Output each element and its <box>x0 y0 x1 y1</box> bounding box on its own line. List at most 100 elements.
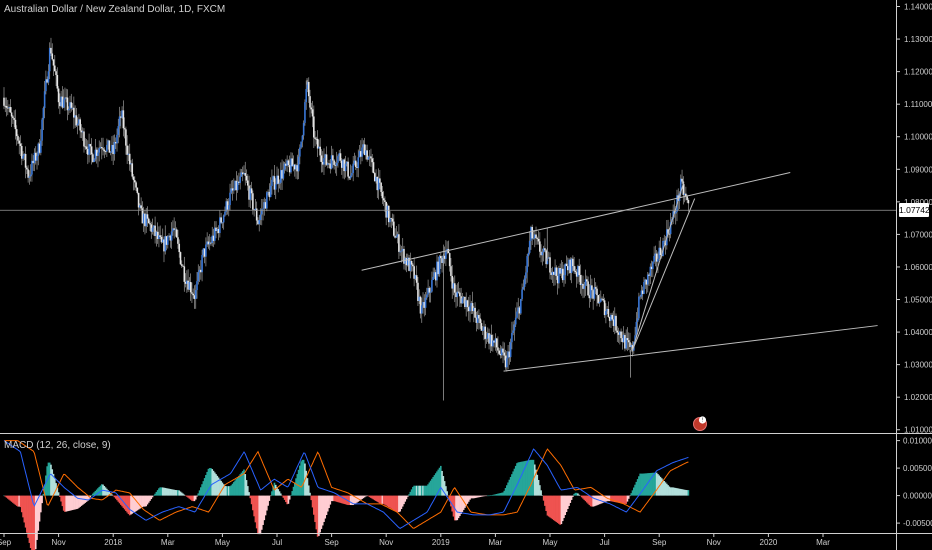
macd-hist-bar <box>469 495 471 500</box>
candle-body <box>584 279 587 286</box>
macd-hist-bar <box>504 488 507 496</box>
candle-body <box>403 248 405 264</box>
candle-body <box>626 338 629 341</box>
event-marker-icon[interactable]: ! <box>693 416 707 431</box>
macd-hist-bar <box>12 495 14 503</box>
macd-hist-bar <box>210 468 212 496</box>
price-pane[interactable]: ! <box>0 37 896 431</box>
macd-hist-bar <box>353 495 356 505</box>
candle-body <box>329 163 332 169</box>
candle-body <box>566 266 569 271</box>
candle-body <box>502 348 504 353</box>
candle-body <box>128 153 131 165</box>
candle-body <box>387 205 390 223</box>
macd-hist-bar <box>132 495 135 513</box>
macd-hist-bar <box>215 474 217 496</box>
candle-body <box>457 291 460 293</box>
candle-body <box>577 266 579 277</box>
time-axis[interactable]: Sep Nov 2018 Mar May Jul Sep Nov 2019 Mar May Jul Se… <box>0 533 830 547</box>
trendlines[interactable] <box>361 172 878 372</box>
candle-body <box>428 287 431 293</box>
macd-hist-bar <box>80 495 83 506</box>
candle-body <box>447 248 450 254</box>
candle-body <box>533 234 536 239</box>
macd-hist-bar <box>677 488 680 496</box>
candle-body <box>645 279 648 285</box>
candle-body <box>84 146 87 148</box>
candle-body <box>398 234 400 252</box>
macd-axis[interactable]: 0.01000 0.00500 0.00000 -0.00500 <box>896 437 932 528</box>
macd-hist-bar <box>603 495 606 503</box>
candle-body <box>12 116 14 119</box>
price-axis[interactable]: 1.14000 1.13000 1.12000 1.11000 1.10000 1.090… <box>896 3 932 435</box>
macd-hist-bar <box>343 495 346 504</box>
macd-hist-bar <box>150 495 153 500</box>
macd-hist-bar <box>440 465 442 496</box>
time-tick-label: May <box>215 538 230 547</box>
macd-hist-bar <box>593 495 596 507</box>
macd-hist-bar <box>441 470 443 496</box>
candle-body <box>674 211 677 214</box>
macd-hist-bar <box>540 490 542 496</box>
macd-hist-bar <box>155 491 158 496</box>
candle-body <box>587 281 589 296</box>
macd-pane[interactable] <box>3 440 690 550</box>
macd-hist-bar <box>165 488 168 496</box>
macd-hist-bar <box>126 495 128 513</box>
time-tick-label: Nov <box>51 538 65 547</box>
macd-hist-bar <box>672 487 674 496</box>
candle-body <box>95 149 98 156</box>
macd-hist-bar <box>532 459 535 496</box>
candle-body <box>273 176 276 190</box>
candle-body <box>107 140 109 145</box>
candle-body <box>583 285 586 289</box>
candle-body <box>31 160 33 175</box>
macd-hist-bar <box>53 478 56 496</box>
candle-body <box>580 283 583 285</box>
candle-body <box>272 176 274 180</box>
macd-hist-bar <box>673 487 676 496</box>
macd-hist-bar <box>613 495 616 503</box>
macd-hist-bar <box>38 495 41 522</box>
macd-indicator-title[interactable]: MACD (12, 26, close, 9) <box>4 440 111 451</box>
macd-hist-bar <box>114 495 117 499</box>
candle-body <box>346 161 348 164</box>
macd-hist-bar <box>349 495 352 506</box>
macd-hist-bar <box>78 495 80 508</box>
macd-hist-bar <box>158 488 160 496</box>
macd-hist-bar <box>583 495 586 500</box>
candle-body <box>517 307 520 312</box>
candle-body <box>518 307 521 314</box>
macd-hist-bar <box>187 495 189 498</box>
macd-hist-bar <box>260 495 263 530</box>
time-tick-label: 2019 <box>432 538 450 547</box>
macd-hist-bar <box>231 483 234 496</box>
candle-body <box>426 294 428 298</box>
macd-hist-bar <box>619 495 621 504</box>
candle-body <box>125 129 127 146</box>
candle-body <box>381 191 384 199</box>
candle-body <box>393 221 395 236</box>
candle-body <box>401 248 404 251</box>
candle-body <box>390 218 393 219</box>
macd-hist-bar <box>197 493 200 496</box>
candle-body <box>382 198 385 201</box>
candle-body <box>470 303 473 306</box>
macd-hist-bar <box>128 495 131 516</box>
macd-hist-bar <box>113 495 116 498</box>
macd-hist-bar <box>32 495 35 550</box>
candle-body <box>539 241 541 252</box>
candle-body <box>592 290 594 299</box>
macd-hist-bar <box>7 495 9 499</box>
macd-hist-bar <box>20 495 23 513</box>
macd-hist-bar <box>381 495 384 504</box>
macd-hist-bar <box>116 495 118 501</box>
candle-body <box>225 201 228 212</box>
macd-hist-bar <box>225 486 228 496</box>
candle-body <box>367 156 370 160</box>
candle-body <box>245 175 248 181</box>
macd-hist-bar <box>356 495 358 503</box>
time-tick-label: Jul <box>272 538 282 547</box>
candle-body <box>147 218 150 224</box>
